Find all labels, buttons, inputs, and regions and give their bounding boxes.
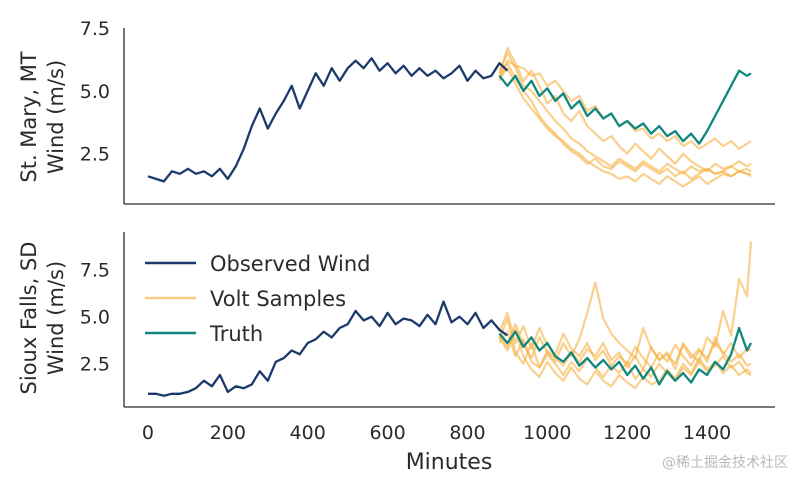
bottom-x-ticks: 0 200 400 600 800 1000 1200 1400: [142, 422, 731, 444]
top-panel: 2.5 5.0 7.5 St. Mary, MT Wind (m/s): [17, 18, 775, 205]
x-axis-label: Minutes: [406, 450, 493, 475]
x-tick-label: 400: [290, 422, 326, 444]
top-volt-sample-line-5: [498, 62, 752, 180]
top-volt-sample-line-1: [498, 47, 752, 173]
watermark: @稀土掘金技术社区: [662, 455, 788, 471]
x-tick-label: 1200: [603, 422, 651, 444]
bottom-ylabel-line2: Wind (m/s): [44, 261, 68, 375]
top-truth-line: [498, 69, 752, 145]
bottom-volt-sample-line-1: [498, 241, 753, 371]
bottom-truth-line: [498, 326, 753, 386]
top-y-ticks: 2.5 5.0 7.5: [80, 18, 110, 166]
top-series-group: [147, 47, 752, 188]
top-ylabel-line1: St. Mary, MT: [17, 51, 41, 182]
top-y-tick-label: 5.0: [80, 81, 110, 103]
legend-label-observed: Observed Wind: [210, 252, 370, 276]
bottom-observed-wind-line: [148, 300, 509, 397]
top-volt-sample-line-4: [498, 67, 752, 188]
top-ylabel-line2: Wind (m/s): [44, 60, 68, 174]
bottom-panel: 2.5 5.0 7.5 0 200 400 600 800 1000 1200 1400 Siou…: [17, 232, 775, 475]
x-tick-label: 1400: [683, 422, 731, 444]
x-tick-label: 600: [369, 422, 405, 444]
x-tick-label: 0: [142, 422, 154, 444]
x-tick-label: 800: [449, 422, 485, 444]
legend: Observed Wind Volt Samples Truth: [145, 252, 370, 346]
bottom-ylabel-line1: Sioux Falls, SD: [17, 242, 41, 395]
x-tick-label: 200: [210, 422, 246, 444]
bottom-y-tick-label: 5.0: [80, 307, 110, 329]
bottom-y-ticks: 2.5 5.0 7.5: [80, 260, 110, 376]
bottom-series-group: [148, 241, 753, 397]
legend-label-truth: Truth: [209, 322, 263, 346]
legend-label-samples: Volt Samples: [210, 287, 346, 311]
bottom-y-tick-label: 7.5: [80, 260, 110, 282]
top-observed-wind-line: [147, 57, 509, 183]
top-y-tick-label: 7.5: [80, 18, 110, 40]
x-tick-label: 1000: [523, 422, 571, 444]
top-y-tick-label: 2.5: [80, 144, 110, 166]
bottom-volt-sample-line-4: [498, 311, 752, 369]
bottom-y-tick-label: 2.5: [80, 354, 110, 376]
top-volt-sample-line-2: [498, 59, 752, 150]
